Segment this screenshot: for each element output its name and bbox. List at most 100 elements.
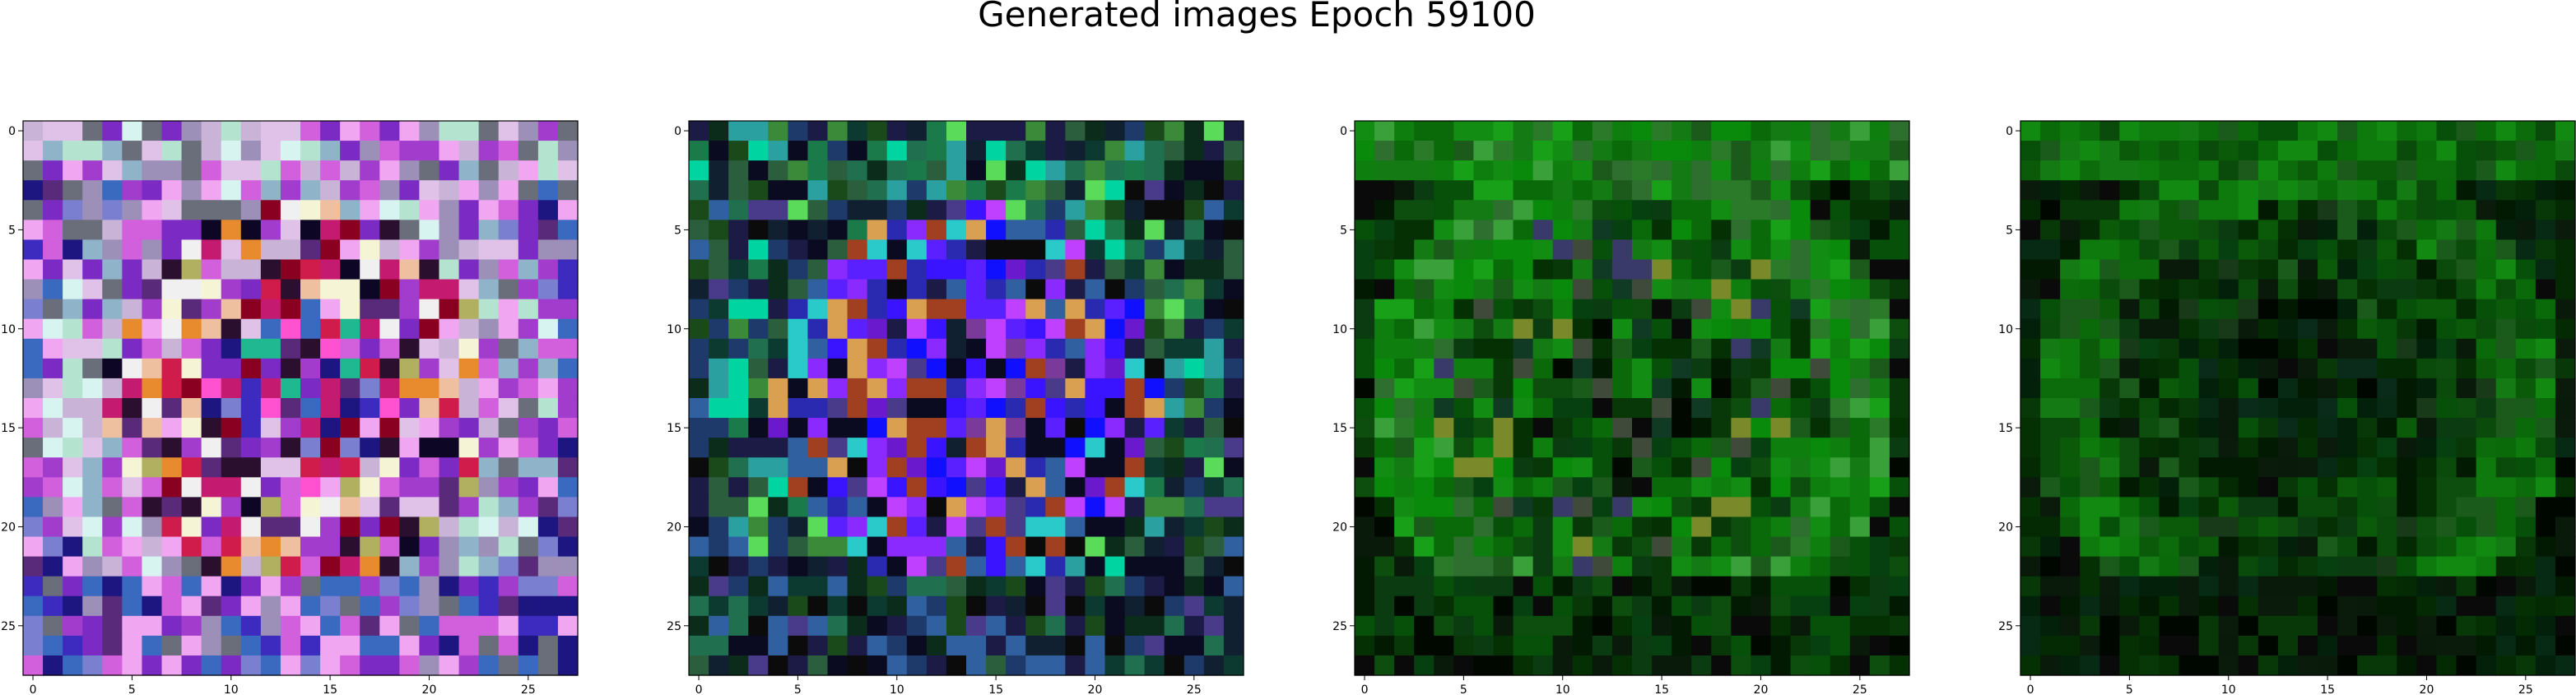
- pixel-cell: [788, 398, 809, 419]
- pixel-cell: [1104, 299, 1126, 320]
- pixel-cell: [537, 279, 559, 300]
- pixel-cell: [1104, 477, 1126, 498]
- pixel-cell: [537, 438, 559, 458]
- pixel-cell: [1830, 457, 1851, 478]
- pixel-cell: [2555, 556, 2576, 577]
- pixel-cell: [518, 457, 539, 478]
- pixel-cell: [2535, 556, 2556, 577]
- pixel-cell: [498, 220, 519, 241]
- pixel-cell: [1552, 279, 1574, 300]
- pixel-cell: [2397, 536, 2418, 558]
- pixel-cell: [2318, 556, 2338, 577]
- pixel-cell: [2040, 635, 2061, 656]
- pixel-cell: [2238, 141, 2259, 161]
- pixel-cell: [2357, 358, 2378, 379]
- pixel-cell: [1889, 655, 1910, 676]
- pixel-cell: [2139, 279, 2160, 300]
- pixel-cell: [1355, 318, 1375, 340]
- pixel-cell: [1790, 141, 1811, 161]
- pixel-cell: [498, 655, 519, 676]
- pixel-cell: [1045, 121, 1066, 141]
- pixel-cell: [360, 497, 380, 518]
- pixel-cell: [557, 438, 579, 458]
- pixel-cell: [827, 497, 849, 518]
- pixel-cell: [1552, 358, 1574, 379]
- pixel-cell: [2397, 438, 2418, 458]
- pixel-cell: [1374, 299, 1395, 320]
- pixel-cell: [478, 338, 500, 359]
- pixel-cell: [439, 438, 460, 458]
- pixel-cell: [1869, 517, 1890, 538]
- pixel-cell: [2535, 141, 2556, 161]
- pixel-cell: [2099, 141, 2120, 161]
- pixel-cell: [2456, 497, 2477, 518]
- pixel-cell: [221, 536, 242, 558]
- pixel-cell: [360, 655, 380, 676]
- pixel-cell: [102, 635, 123, 656]
- pixel-cell: [2495, 121, 2517, 141]
- pixel-cell: [986, 517, 1007, 538]
- pixel-cell: [181, 457, 202, 478]
- pixel-cell: [867, 200, 888, 220]
- pixel-cell: [2357, 477, 2378, 498]
- pixel-cell: [161, 141, 183, 161]
- pixel-cell: [709, 517, 729, 538]
- pixel-cell: [102, 418, 123, 438]
- pixel-cell: [240, 121, 262, 141]
- pixel-cell: [43, 615, 63, 637]
- pixel-cell: [2080, 517, 2100, 538]
- pixel-cell: [986, 536, 1007, 558]
- pixel-cell: [300, 497, 321, 518]
- pixel-cell: [2397, 239, 2418, 261]
- pixel-cell: [1124, 160, 1146, 181]
- pixel-cell: [122, 338, 143, 359]
- pixel-cell: [1045, 595, 1066, 617]
- pixel-cell: [439, 418, 460, 438]
- pixel-cell: [23, 477, 44, 498]
- pixel-cell: [1164, 457, 1185, 478]
- pixel-cell: [906, 121, 928, 141]
- pixel-cell: [1711, 358, 1732, 379]
- pixel-cell: [2060, 338, 2081, 359]
- pixel-cell: [2020, 655, 2041, 676]
- pixel-cell: [1203, 239, 1225, 261]
- pixel-cell: [82, 180, 103, 201]
- pixel-cell: [807, 576, 829, 597]
- pixel-cell: [439, 220, 460, 241]
- pixel-cell: [240, 556, 262, 577]
- pixel-cell: [867, 378, 888, 399]
- pixel-cell: [1632, 299, 1653, 320]
- pixel-cell: [1203, 497, 1225, 518]
- pixel-cell: [63, 536, 83, 558]
- pixel-cell: [1006, 517, 1026, 538]
- pixel-cell: [1632, 160, 1653, 181]
- pixel-cell: [1711, 121, 1732, 141]
- pixel-cell: [537, 398, 559, 419]
- pixel-cell: [986, 615, 1007, 637]
- pixel-cell: [827, 180, 849, 201]
- pixel-cell: [1493, 497, 1514, 518]
- pixel-cell: [1790, 497, 1811, 518]
- pixel-cell: [340, 358, 360, 379]
- pixel-cell: [2040, 378, 2061, 399]
- pixel-cell: [926, 121, 947, 141]
- pixel-cell: [689, 200, 709, 220]
- pixel-cell: [399, 398, 421, 419]
- pixel-cell: [360, 635, 380, 656]
- pixel-cell: [221, 318, 242, 340]
- pixel-cell: [2178, 160, 2200, 181]
- pixel-cell: [240, 279, 262, 300]
- pixel-cell: [300, 655, 321, 676]
- pixel-cell: [1203, 517, 1225, 538]
- pixel-cell: [1731, 160, 1752, 181]
- pixel-cell: [1045, 200, 1066, 220]
- pixel-cell: [498, 556, 519, 577]
- pixel-cell: [360, 556, 380, 577]
- pixel-cell: [827, 299, 849, 320]
- pixel-cell: [1355, 141, 1375, 161]
- pixel-cell: [63, 318, 83, 340]
- pixel-cell: [2060, 536, 2081, 558]
- pixel-cell: [181, 477, 202, 498]
- pixel-cell: [946, 180, 967, 201]
- pixel-cell: [1104, 200, 1126, 220]
